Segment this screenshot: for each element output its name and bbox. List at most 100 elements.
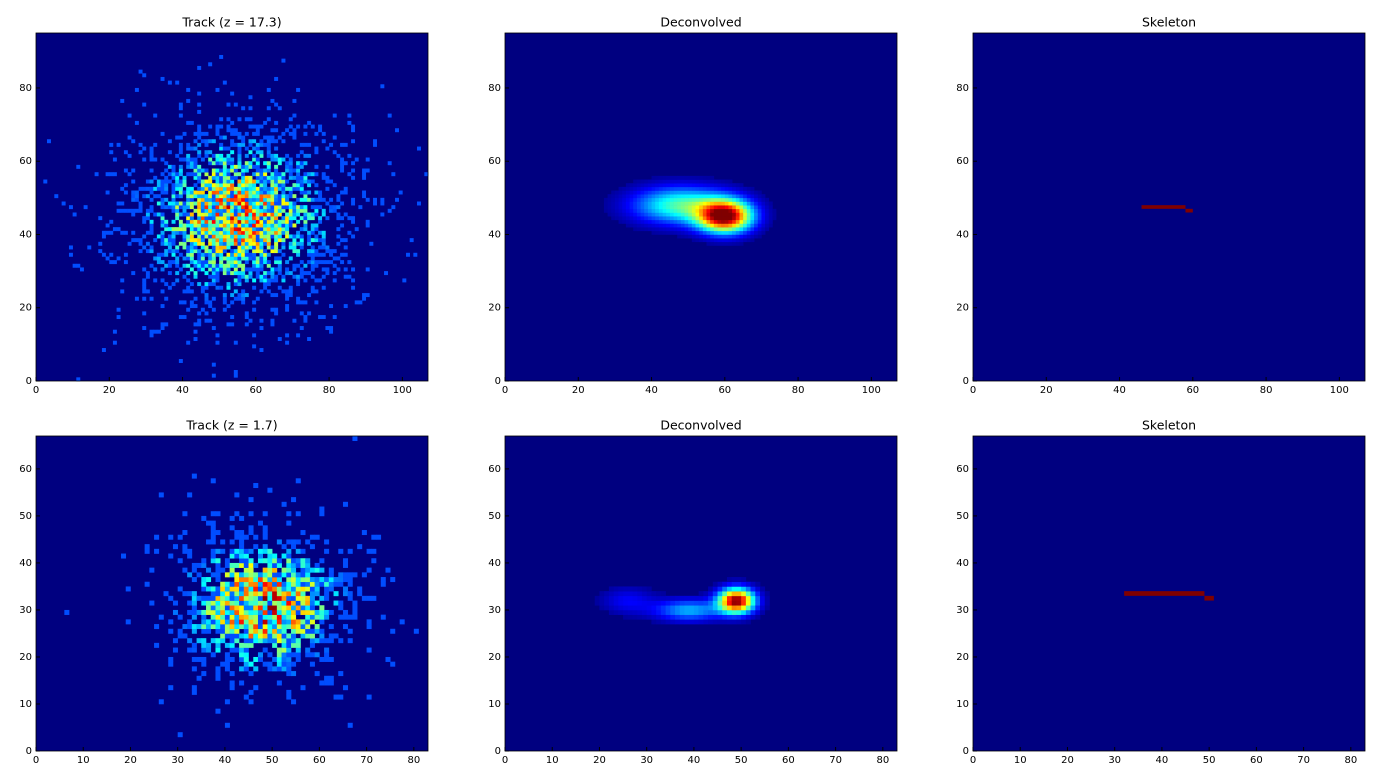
cell xyxy=(362,293,367,298)
cell xyxy=(380,201,385,206)
cell xyxy=(266,135,271,140)
cell xyxy=(721,205,726,210)
cell xyxy=(187,572,193,578)
cell xyxy=(167,234,172,239)
cell xyxy=(177,558,183,564)
cell xyxy=(237,293,242,298)
cell xyxy=(276,605,282,611)
cell xyxy=(343,142,348,147)
cell xyxy=(158,699,164,705)
cell xyxy=(186,249,191,254)
cell xyxy=(230,194,235,199)
cell xyxy=(618,216,623,221)
cell xyxy=(651,605,657,611)
cell xyxy=(380,212,385,217)
cell xyxy=(186,278,191,283)
cell xyxy=(296,179,301,184)
cell xyxy=(295,548,301,554)
cell xyxy=(281,289,286,294)
cell xyxy=(272,638,278,644)
cell xyxy=(210,478,216,484)
cell xyxy=(303,197,308,202)
cell xyxy=(636,227,641,232)
cell xyxy=(222,216,227,221)
cell xyxy=(266,117,271,122)
cell xyxy=(636,223,641,228)
cell xyxy=(171,183,176,188)
cell xyxy=(142,234,147,239)
cell xyxy=(208,223,213,228)
cell xyxy=(211,190,216,195)
cell xyxy=(728,216,733,221)
cell xyxy=(717,197,722,202)
cell xyxy=(332,205,337,210)
cell xyxy=(627,586,633,592)
cell xyxy=(241,219,246,224)
cell xyxy=(167,271,172,276)
cell xyxy=(204,282,209,287)
cell xyxy=(286,567,292,573)
cell xyxy=(338,638,344,644)
cell xyxy=(319,567,325,573)
cell xyxy=(281,274,286,279)
cell xyxy=(142,326,147,331)
cell xyxy=(679,619,685,625)
cell xyxy=(286,600,292,606)
cell xyxy=(220,661,226,667)
cell xyxy=(658,197,663,202)
cell xyxy=(248,95,253,100)
cell xyxy=(229,548,235,554)
cell xyxy=(266,179,271,184)
cell xyxy=(314,624,320,630)
cell xyxy=(717,216,722,221)
cell xyxy=(288,219,293,224)
cell xyxy=(291,562,297,568)
cell xyxy=(206,647,212,653)
cell xyxy=(131,179,136,184)
cell xyxy=(717,595,723,601)
cell xyxy=(177,534,183,540)
cell xyxy=(234,572,240,578)
cell xyxy=(226,256,231,261)
cell xyxy=(651,197,656,202)
cell xyxy=(208,216,213,221)
cell xyxy=(695,238,700,243)
cell xyxy=(611,205,616,210)
cell xyxy=(669,230,674,235)
cell xyxy=(191,591,197,597)
cell xyxy=(688,230,693,235)
cell xyxy=(702,190,707,195)
cell xyxy=(305,609,311,615)
cell xyxy=(746,197,751,202)
cell xyxy=(76,263,81,268)
cell xyxy=(399,619,405,625)
cell xyxy=(241,223,246,228)
cell xyxy=(321,238,326,243)
cell xyxy=(276,581,282,587)
cell xyxy=(336,227,341,232)
cell xyxy=(336,205,341,210)
cell xyxy=(296,234,301,239)
cell xyxy=(189,223,194,228)
cell xyxy=(233,216,238,221)
cell xyxy=(721,230,726,235)
cell xyxy=(237,274,242,279)
cell xyxy=(314,567,320,573)
cell xyxy=(178,190,183,195)
cell xyxy=(222,172,227,177)
cell xyxy=(310,227,315,232)
cell xyxy=(768,219,773,224)
x-tick-label: 30 xyxy=(640,755,653,766)
cell xyxy=(757,208,762,213)
cell xyxy=(239,548,245,554)
cell xyxy=(189,216,194,221)
cell xyxy=(761,194,766,199)
cell xyxy=(252,252,257,257)
cell xyxy=(291,567,297,573)
cell xyxy=(319,558,325,564)
cell xyxy=(324,577,330,583)
cell xyxy=(171,194,176,199)
cell xyxy=(270,271,275,276)
cell xyxy=(125,619,131,625)
cell xyxy=(295,628,301,634)
